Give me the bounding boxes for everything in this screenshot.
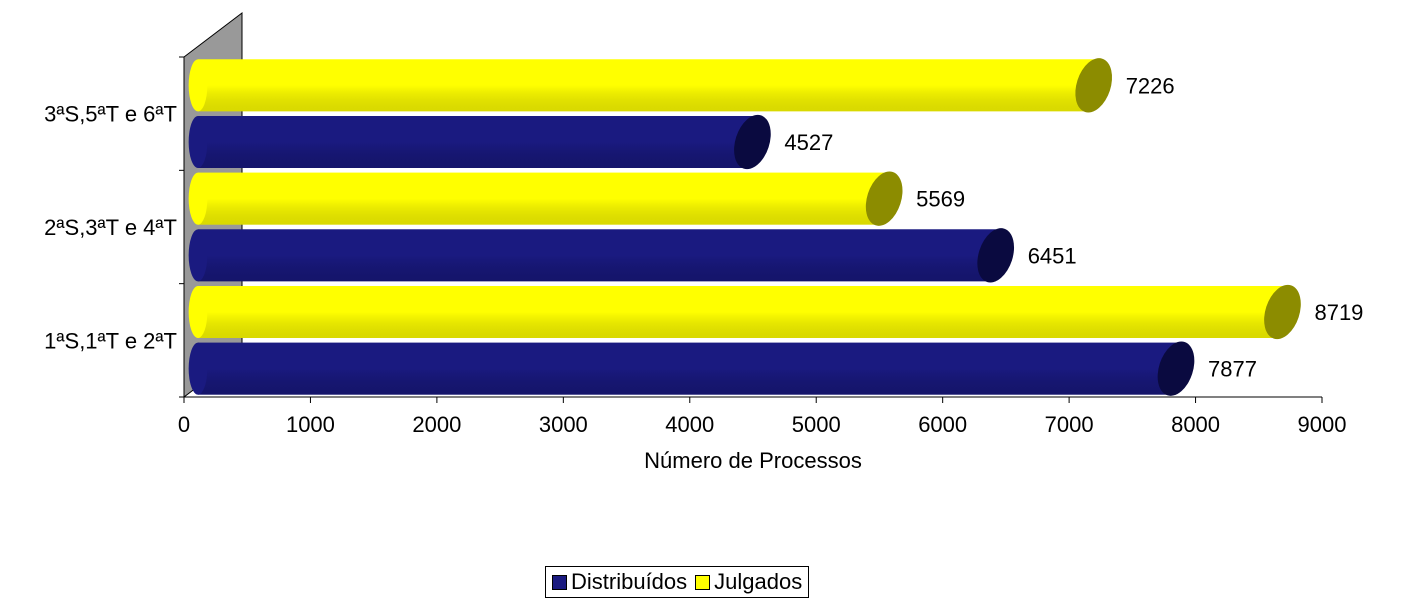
legend-item-distribuidos: Distribuídos — [552, 569, 687, 595]
category-label-1-s-1-t-e-2-t: 1ªS,1ªT e 2ªT — [44, 328, 177, 353]
legend-item-julgados: Julgados — [695, 569, 802, 595]
category-label-3-s-5-t-e-6-t: 3ªS,5ªT e 6ªT — [44, 102, 177, 127]
bar-julgados-2-left-cap — [188, 172, 208, 225]
bar-distribuidos-1-end-cap — [1157, 341, 1195, 396]
x-tick-label: 1000 — [286, 412, 335, 437]
bar-julgados-2-end-cap — [865, 171, 903, 226]
data-label-distribuidos-1: 7877 — [1208, 357, 1257, 382]
bar-distribuidos-2-left-cap — [188, 229, 208, 282]
bar-distribuidos-3-end-cap — [734, 114, 771, 170]
bar-julgados-1-end-cap — [1264, 284, 1301, 340]
x-tick-label: 2000 — [412, 412, 461, 437]
legend-swatch-julgados — [695, 574, 711, 590]
bar-distribuidos-3-shade — [198, 116, 753, 168]
bar-distribuidos-1-shade — [198, 342, 1177, 395]
x-tick-label: 3000 — [539, 412, 588, 437]
legend-label-julgados: Julgados — [714, 569, 803, 594]
data-label-distribuidos-2: 6451 — [1028, 243, 1077, 268]
legend-label-distribuidos: Distribuídos — [571, 569, 688, 594]
bar-julgados-1-left-cap — [188, 286, 208, 338]
bar-julgados-3-end-cap — [1075, 58, 1113, 113]
x-tick-label: 7000 — [1045, 412, 1094, 437]
bar-julgados-1-shade — [198, 286, 1283, 338]
x-tick-label: 8000 — [1171, 412, 1220, 437]
x-tick-label: 4000 — [665, 412, 714, 437]
data-label-julgados-2: 5569 — [916, 187, 965, 212]
bar-julgados-3-left-cap — [188, 59, 208, 112]
category-label-2-s-3-t-e-4-t: 2ªS,3ªT e 4ªT — [44, 215, 177, 240]
bar-chart: 0 1000 2000 3000 4000 5000 6000 7000 8000 9000 Núm… — [44, 11, 1363, 473]
x-tick-label: 9000 — [1298, 412, 1347, 437]
bar-distribuidos-2-end-cap — [977, 228, 1015, 283]
bar-julgados-2-shade — [198, 172, 885, 225]
bar-distribuidos-1-left-cap — [188, 342, 208, 395]
legend-swatch-distribuidos — [552, 574, 567, 590]
bar-julgados-3-shade — [198, 59, 1094, 112]
x-tick-label: 6000 — [918, 412, 967, 437]
x-axis-title: Número de Processos — [644, 448, 862, 473]
x-tick-label: 5000 — [792, 412, 841, 437]
data-label-distribuidos-3: 4527 — [784, 130, 833, 155]
legend: Distribuídos Julgados — [545, 566, 810, 598]
data-label-julgados-3: 7226 — [1126, 73, 1175, 98]
data-label-julgados-1: 8719 — [1314, 300, 1363, 325]
x-tick-label: 0 — [178, 412, 190, 437]
bar-distribuidos-2-shade — [198, 229, 996, 282]
bar-distribuidos-3-left-cap — [188, 116, 208, 168]
